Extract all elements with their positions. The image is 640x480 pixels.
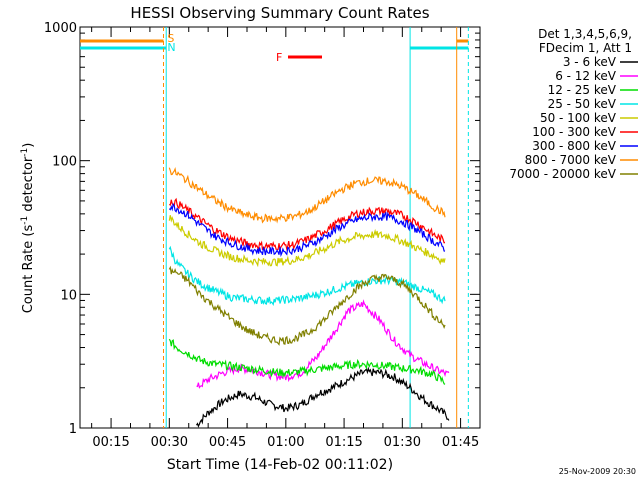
- series-line: [168, 245, 446, 307]
- plot-axes: [79, 26, 481, 429]
- y-axis-label-end: ): [21, 143, 36, 148]
- series-line: [168, 166, 446, 224]
- y-axis-label-sup1: -1: [20, 216, 30, 225]
- series-line: [195, 366, 450, 428]
- legend-label: 6 - 12 keV: [555, 69, 617, 83]
- legend-label: 100 - 300 keV: [532, 125, 616, 139]
- x-tick-label: 01:30: [384, 435, 421, 450]
- legend: Det 1,3,4,5,6,9, FDecim 1, Att 1 3 - 6 k…: [509, 27, 638, 181]
- legend-label: 3 - 6 keV: [563, 55, 617, 69]
- legend-label: 800 - 7000 keV: [525, 153, 617, 167]
- flag-label-n: N: [167, 41, 175, 54]
- x-tick-labels: 00:15 00:30 00:45 01:00 01:15 01:30 01:45: [92, 435, 479, 450]
- x-tick-label: 01:45: [442, 435, 479, 450]
- x-tick-label: 00:15: [92, 435, 129, 450]
- x-tick-label: 00:45: [209, 435, 246, 450]
- legend-label: 25 - 50 keV: [548, 97, 617, 111]
- y-axis-label: Count Rate (s-1 detector-1): [20, 143, 36, 314]
- legend-header-1: Det 1,3,4,5,6,9,: [538, 27, 632, 41]
- legend-header-2: FDecim 1, Att 1: [539, 41, 632, 55]
- y-axis-label-sup2: -1: [20, 148, 30, 157]
- legend-label: 7000 - 20000 keV: [509, 167, 616, 181]
- flag-markers: SN F: [80, 27, 469, 428]
- y-axis-label-mid: detector: [21, 156, 36, 216]
- chart-title: HESSI Observing Summary Count Rates: [130, 4, 429, 22]
- legend-label: 12 - 25 keV: [548, 83, 617, 97]
- x-tick-label: 00:30: [151, 435, 188, 450]
- legend-label: 300 - 800 keV: [532, 139, 616, 153]
- date-stamp: 25-Nov-2009 20:30: [559, 467, 636, 476]
- flag-label-s: S: [167, 32, 174, 45]
- y-tick-label: 1: [69, 422, 77, 437]
- x-tick-label: 01:15: [325, 435, 362, 450]
- plot-frame: [79, 26, 481, 429]
- series-line: [196, 299, 450, 389]
- series-line: [168, 215, 446, 268]
- y-tick-labels: 1 10 100 1000: [44, 21, 77, 437]
- x-tick-label: 01:00: [267, 435, 304, 450]
- series-line: [168, 265, 446, 346]
- y-tick-label: 100: [52, 155, 77, 170]
- y-tick-label: 10: [60, 288, 77, 303]
- y-tick-label: 1000: [44, 21, 77, 36]
- series-line: [168, 202, 446, 258]
- series-line: [168, 338, 446, 385]
- series-layer: [168, 166, 450, 428]
- legend-label: 50 - 100 keV: [540, 111, 617, 125]
- y-axis-label-main: Count Rate (s: [21, 225, 36, 314]
- flag-label-f: F: [276, 51, 282, 64]
- x-axis-label: Start Time (14-Feb-02 00:11:02): [167, 457, 393, 473]
